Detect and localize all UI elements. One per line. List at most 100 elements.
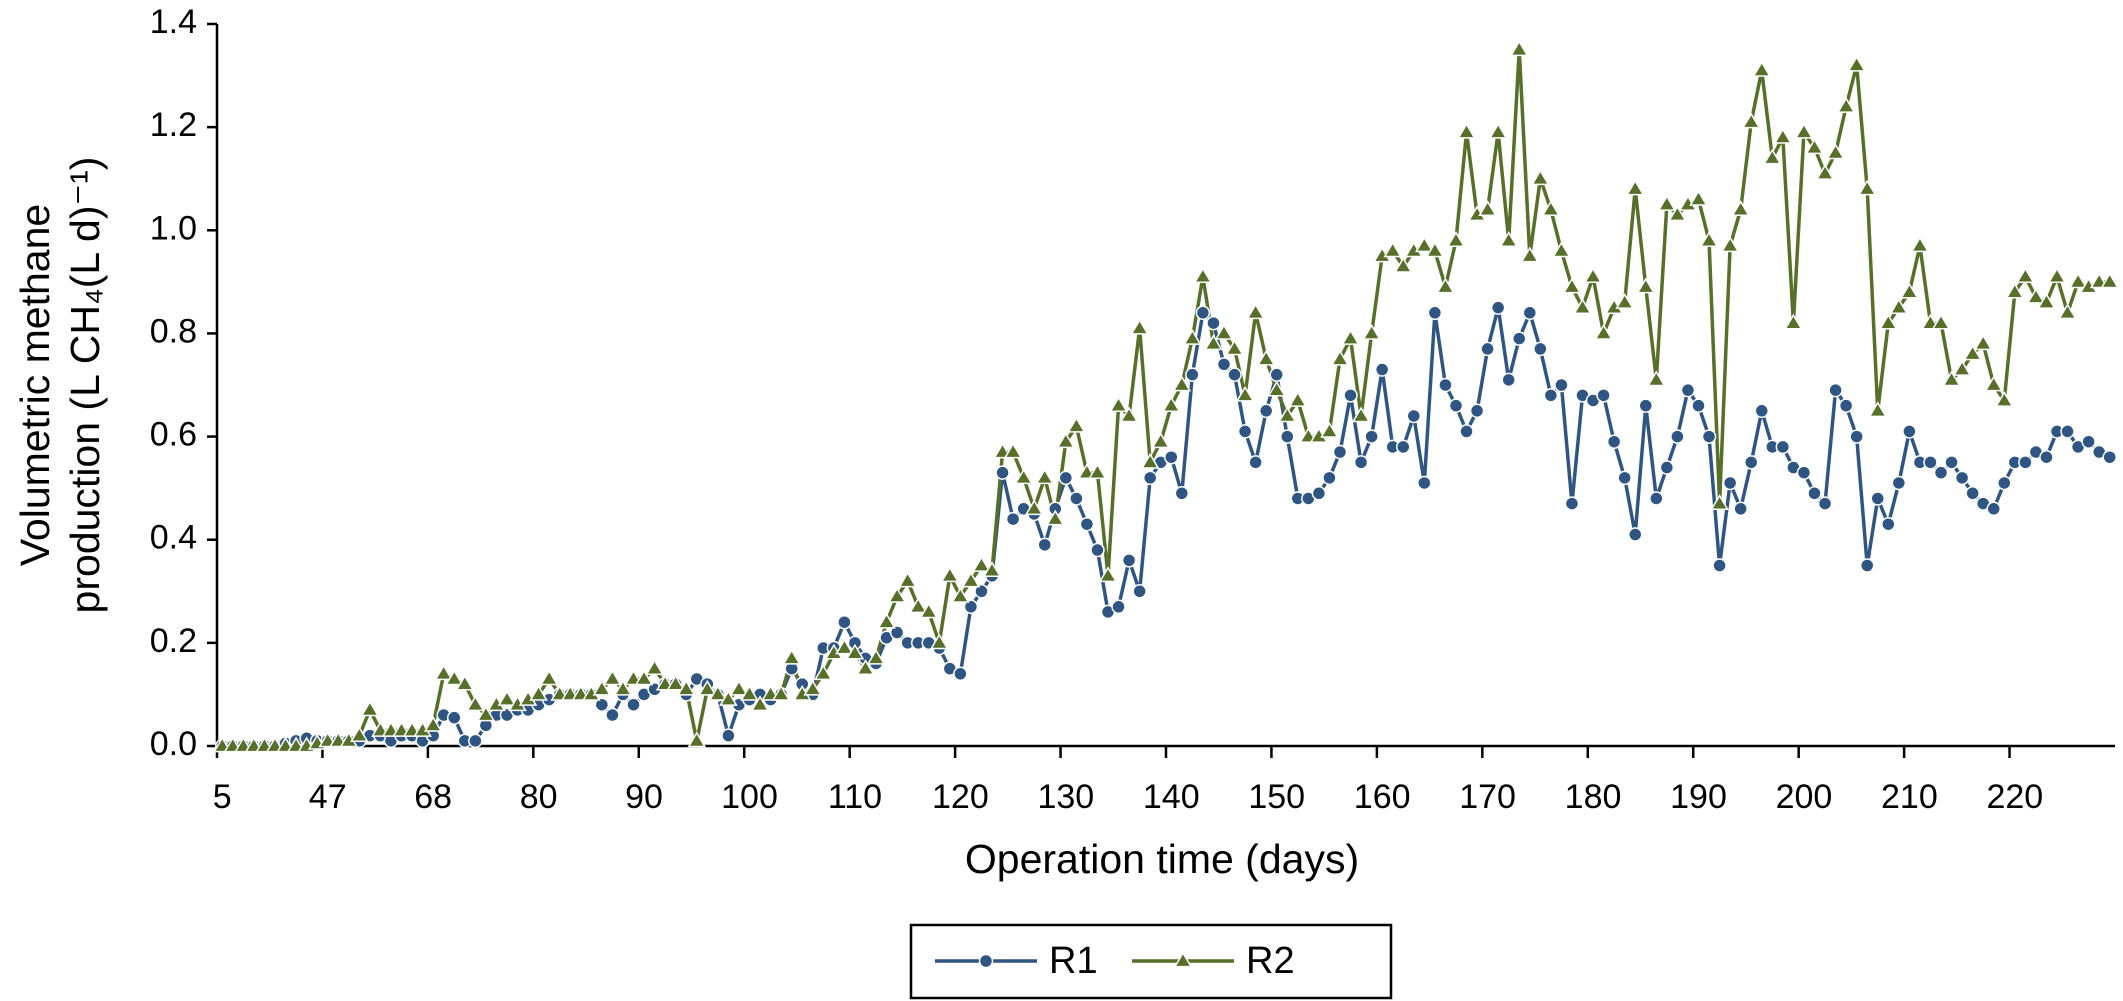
data-point [1923, 455, 1938, 470]
data-point [1501, 372, 1516, 388]
data-point [1459, 424, 1474, 439]
data-point [1353, 455, 1369, 470]
data-point [1480, 341, 1495, 357]
data-point [1415, 236, 1434, 253]
data-point [803, 679, 823, 696]
data-point [782, 648, 801, 665]
data-point [919, 602, 939, 619]
data-point [1720, 236, 1740, 253]
y-axis-title: Volumetric methane production (L CH₄(L d… [12, 157, 108, 614]
data-point [1857, 179, 1877, 196]
data-point [1625, 179, 1645, 196]
data-point [1343, 388, 1358, 403]
data-point [708, 684, 728, 701]
data-point [1954, 470, 1970, 486]
data-point [1594, 323, 1613, 340]
data-point [1752, 60, 1772, 77]
data-point [1606, 434, 1622, 449]
legend-label: R2 [1246, 940, 1295, 982]
data-point [1457, 122, 1476, 139]
data-point [1541, 200, 1561, 217]
data-point [466, 695, 485, 712]
data-point [1130, 318, 1149, 335]
y-tick-label: 0.4 [150, 519, 197, 557]
data-point [1910, 236, 1930, 253]
data-point [1003, 442, 1023, 459]
data-point [1543, 388, 1559, 403]
y-axis-title-line: production (L CH₄(L d)⁻¹) [62, 157, 108, 614]
data-point [1111, 599, 1126, 615]
data-point [1900, 282, 1919, 299]
data-point [1794, 122, 1814, 139]
data-point [740, 684, 759, 701]
data-point [1564, 496, 1580, 511]
data-point [2058, 303, 2077, 320]
legend-marker [1173, 951, 1193, 968]
data-point [1174, 486, 1190, 501]
data-point [1657, 195, 1677, 211]
data-point [929, 633, 949, 650]
data-point [423, 715, 443, 732]
data-point [1828, 382, 1843, 398]
data-point [1668, 205, 1687, 222]
x-tick-label: 120 [932, 778, 989, 816]
data-point [1237, 424, 1253, 439]
data-point [1383, 241, 1403, 258]
data-point [1784, 313, 1803, 330]
data-point [972, 556, 991, 572]
data-point [1225, 339, 1244, 356]
data-point [2018, 455, 2033, 470]
data-point [1258, 403, 1274, 419]
data-point [1396, 439, 1411, 455]
data-point [687, 731, 707, 748]
data-point [729, 679, 749, 696]
data-point [1267, 380, 1287, 397]
data-point [698, 679, 717, 696]
data-point [1436, 277, 1455, 294]
data-point [1161, 396, 1181, 412]
data-point [877, 612, 896, 629]
legend-marker [978, 953, 994, 969]
data-point [1235, 385, 1255, 402]
data-point [1826, 143, 1845, 160]
data-point [1121, 553, 1137, 568]
data-point [350, 726, 369, 743]
data-point [1206, 315, 1221, 331]
data-point [1269, 367, 1284, 382]
data-point [719, 690, 738, 706]
data-point [1773, 127, 1793, 144]
data-point [837, 614, 852, 630]
data-point [1754, 403, 1770, 419]
data-point [1277, 406, 1297, 423]
data-point [1090, 542, 1105, 558]
data-point [1246, 303, 1265, 320]
data-point [1322, 470, 1337, 486]
data-point [1056, 432, 1076, 449]
data-point [898, 571, 917, 588]
legend-label: R1 [1049, 940, 1098, 982]
data-point [447, 710, 462, 725]
data-point [974, 584, 989, 599]
x-tick-label: 100 [721, 778, 778, 816]
data-point [1965, 486, 1980, 501]
data-point [813, 664, 833, 681]
data-point [634, 669, 654, 686]
data-point [1743, 455, 1759, 470]
x-tick-label: 47 [309, 778, 347, 816]
data-point [1891, 475, 1907, 491]
data-point [1214, 323, 1234, 340]
data-point [613, 679, 633, 696]
data-point [1204, 334, 1223, 351]
data-point [1109, 396, 1128, 412]
data-point [1942, 370, 1961, 387]
data-point [1417, 475, 1432, 491]
x-tick-label: 68 [414, 778, 452, 816]
data-point [1796, 465, 1812, 480]
data-point [2039, 449, 2054, 465]
data-point [2037, 293, 2056, 309]
data-point [1952, 360, 1972, 376]
data-point [666, 674, 685, 691]
data-point [845, 643, 865, 660]
data-point [963, 599, 979, 615]
data-point [468, 733, 483, 749]
